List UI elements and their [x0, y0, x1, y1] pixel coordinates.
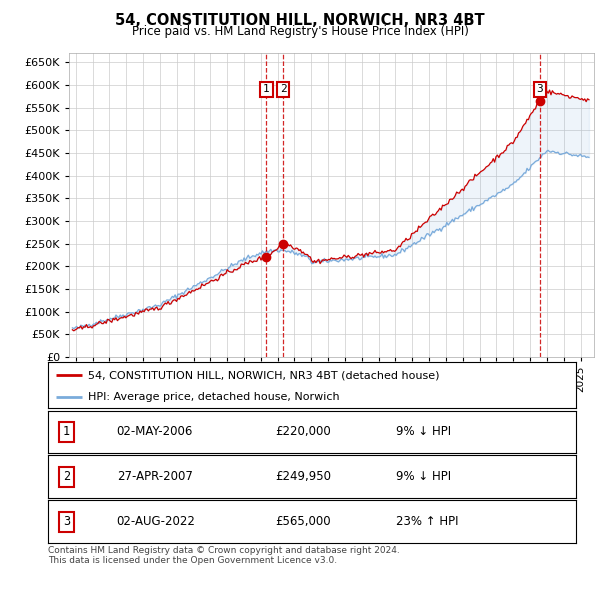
Text: £565,000: £565,000	[275, 515, 331, 528]
Text: 3: 3	[536, 84, 543, 94]
Text: 1: 1	[63, 425, 70, 438]
Text: 02-AUG-2022: 02-AUG-2022	[116, 515, 196, 528]
Text: 1: 1	[263, 84, 270, 94]
Text: 02-MAY-2006: 02-MAY-2006	[116, 425, 193, 438]
Text: 2: 2	[63, 470, 70, 483]
Text: 9% ↓ HPI: 9% ↓ HPI	[397, 425, 452, 438]
Text: 2: 2	[280, 84, 286, 94]
Text: £249,950: £249,950	[275, 470, 331, 483]
Text: 54, CONSTITUTION HILL, NORWICH, NR3 4BT (detached house): 54, CONSTITUTION HILL, NORWICH, NR3 4BT …	[88, 370, 439, 380]
Text: 9% ↓ HPI: 9% ↓ HPI	[397, 470, 452, 483]
Text: 3: 3	[63, 515, 70, 528]
Text: 54, CONSTITUTION HILL, NORWICH, NR3 4BT: 54, CONSTITUTION HILL, NORWICH, NR3 4BT	[115, 13, 485, 28]
Text: 27-APR-2007: 27-APR-2007	[116, 470, 193, 483]
Text: 23% ↑ HPI: 23% ↑ HPI	[397, 515, 459, 528]
Text: HPI: Average price, detached house, Norwich: HPI: Average price, detached house, Norw…	[88, 392, 339, 402]
Text: Contains HM Land Registry data © Crown copyright and database right 2024.
This d: Contains HM Land Registry data © Crown c…	[48, 546, 400, 565]
Text: Price paid vs. HM Land Registry's House Price Index (HPI): Price paid vs. HM Land Registry's House …	[131, 25, 469, 38]
Text: £220,000: £220,000	[275, 425, 331, 438]
